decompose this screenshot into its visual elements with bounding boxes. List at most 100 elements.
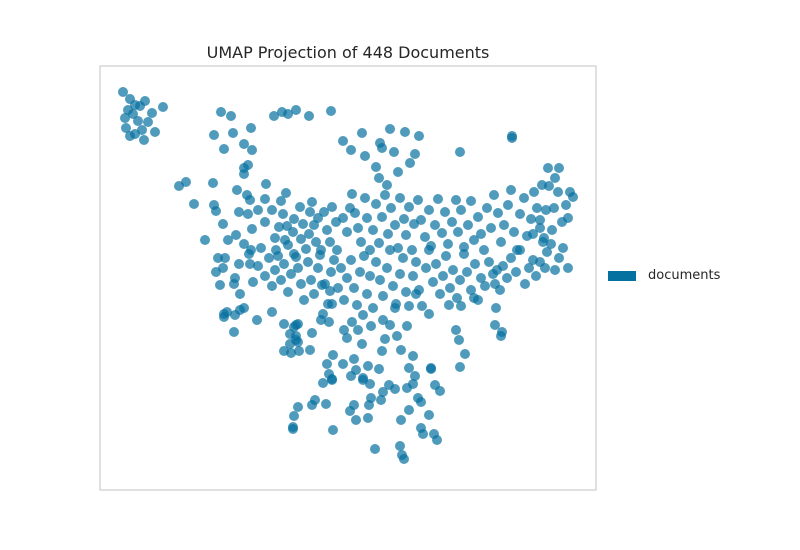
data-point bbox=[283, 287, 293, 297]
data-point bbox=[239, 169, 249, 179]
data-point bbox=[289, 249, 299, 259]
data-point bbox=[529, 187, 539, 197]
data-point bbox=[499, 220, 509, 230]
data-point bbox=[342, 333, 352, 343]
data-point bbox=[353, 223, 363, 233]
points-layer bbox=[118, 87, 578, 464]
data-point bbox=[401, 230, 411, 240]
data-point bbox=[404, 363, 414, 373]
data-point bbox=[380, 334, 390, 344]
data-point bbox=[455, 147, 465, 157]
data-point bbox=[339, 295, 349, 305]
data-point bbox=[322, 225, 332, 235]
data-point bbox=[347, 189, 357, 199]
data-point bbox=[561, 200, 571, 210]
data-point bbox=[535, 223, 545, 233]
data-point bbox=[426, 364, 436, 374]
data-point bbox=[298, 219, 308, 229]
data-point bbox=[424, 205, 434, 215]
data-point bbox=[506, 253, 516, 263]
data-point bbox=[452, 293, 462, 303]
chart-title: UMAP Projection of 448 Documents bbox=[207, 43, 490, 62]
data-point bbox=[568, 192, 578, 202]
data-point bbox=[540, 263, 550, 273]
data-point bbox=[476, 273, 486, 283]
data-point bbox=[402, 321, 412, 331]
data-point bbox=[395, 441, 405, 451]
data-point bbox=[365, 271, 375, 281]
data-point bbox=[554, 163, 564, 173]
data-point bbox=[357, 339, 367, 349]
data-point bbox=[209, 130, 219, 140]
data-point bbox=[370, 444, 380, 454]
data-point bbox=[128, 109, 138, 119]
data-point bbox=[267, 281, 277, 291]
data-point bbox=[430, 380, 440, 390]
data-point bbox=[447, 217, 457, 227]
data-point bbox=[395, 269, 405, 279]
data-point bbox=[137, 125, 147, 135]
data-point bbox=[404, 301, 414, 311]
data-point bbox=[390, 384, 400, 394]
data-point bbox=[393, 243, 403, 253]
data-point bbox=[181, 177, 191, 187]
data-point bbox=[223, 235, 233, 245]
data-point bbox=[351, 415, 361, 425]
data-point bbox=[281, 188, 291, 198]
data-point bbox=[244, 249, 254, 259]
data-point bbox=[459, 249, 469, 259]
data-point bbox=[276, 196, 286, 206]
data-point bbox=[390, 303, 400, 313]
data-point bbox=[299, 295, 309, 305]
data-point bbox=[267, 307, 277, 317]
data-point bbox=[316, 245, 326, 255]
data-point bbox=[200, 235, 210, 245]
data-point bbox=[414, 131, 424, 141]
data-point bbox=[396, 415, 406, 425]
data-point bbox=[526, 214, 536, 224]
data-point bbox=[260, 194, 270, 204]
data-point bbox=[216, 107, 226, 117]
data-point bbox=[408, 351, 418, 361]
data-point bbox=[456, 205, 466, 215]
data-point bbox=[455, 362, 465, 372]
data-point bbox=[438, 271, 448, 281]
data-point bbox=[364, 400, 374, 410]
data-point bbox=[392, 331, 402, 341]
data-point bbox=[229, 327, 239, 337]
data-point bbox=[395, 193, 405, 203]
data-point bbox=[239, 239, 249, 249]
data-point bbox=[385, 320, 395, 330]
data-point bbox=[420, 232, 430, 242]
data-point bbox=[293, 337, 303, 347]
data-point bbox=[260, 217, 270, 227]
data-point bbox=[247, 224, 257, 234]
data-point bbox=[231, 230, 241, 240]
data-point bbox=[401, 287, 411, 297]
data-point bbox=[456, 301, 466, 311]
data-point bbox=[405, 158, 415, 168]
data-point bbox=[285, 339, 295, 349]
data-point bbox=[158, 102, 168, 112]
data-point bbox=[336, 263, 346, 273]
data-point bbox=[338, 136, 348, 146]
data-point bbox=[374, 364, 384, 374]
data-point bbox=[355, 267, 365, 277]
data-point bbox=[532, 203, 542, 213]
data-point bbox=[230, 310, 240, 320]
data-point bbox=[362, 213, 372, 223]
data-point bbox=[448, 265, 458, 275]
data-point bbox=[294, 346, 304, 356]
data-point bbox=[378, 291, 388, 301]
data-point bbox=[503, 200, 513, 210]
data-point bbox=[547, 225, 557, 235]
data-point bbox=[486, 223, 496, 233]
data-point bbox=[444, 300, 454, 310]
data-point bbox=[443, 239, 453, 249]
data-point bbox=[441, 251, 451, 261]
data-point bbox=[563, 213, 573, 223]
data-point bbox=[150, 127, 160, 137]
data-point bbox=[311, 237, 321, 247]
data-point bbox=[432, 435, 442, 445]
data-point bbox=[349, 354, 359, 364]
